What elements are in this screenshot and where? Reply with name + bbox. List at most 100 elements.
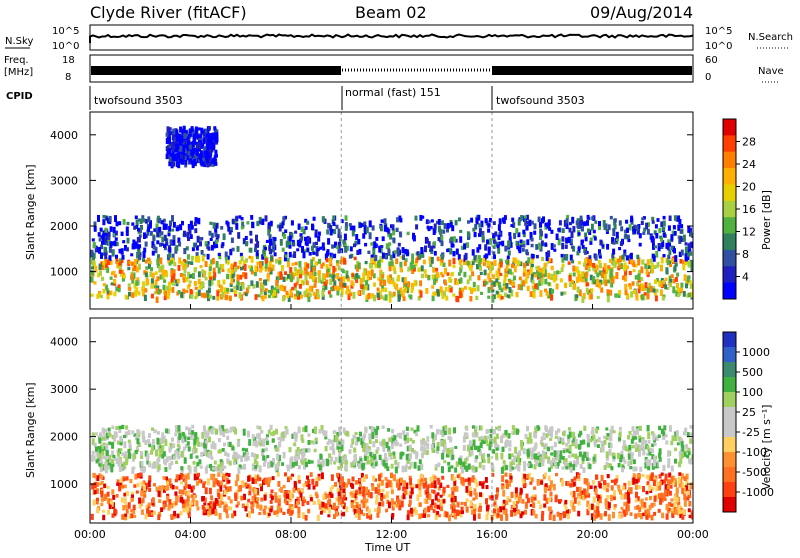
heatmap-cell	[365, 286, 368, 291]
heatmap-cell	[253, 441, 256, 446]
heatmap-cell	[115, 237, 118, 241]
heatmap-cell	[381, 480, 384, 486]
heatmap-cell	[341, 439, 344, 444]
heatmap-cell	[618, 437, 621, 440]
heatmap-cell	[414, 462, 417, 469]
heatmap-cell	[198, 143, 201, 149]
heatmap-cell	[180, 497, 183, 500]
heatmap-cell	[276, 454, 279, 461]
heatmap-cell	[399, 218, 402, 223]
heatmap-cell	[629, 431, 632, 435]
heatmap-cell	[173, 235, 176, 240]
heatmap-cell	[419, 502, 422, 507]
heatmap-cell	[386, 442, 389, 448]
heatmap-cell	[270, 425, 273, 430]
heatmap-cell	[103, 484, 106, 488]
heatmap-cell	[446, 448, 449, 454]
heatmap-cell	[461, 467, 464, 474]
heatmap-cell	[118, 485, 121, 491]
heatmap-cell	[175, 143, 178, 146]
heatmap-cell	[277, 472, 280, 476]
heatmap-cell	[220, 481, 223, 486]
heatmap-cell	[639, 243, 642, 247]
heatmap-cell	[408, 466, 411, 469]
heatmap-cell	[209, 277, 212, 280]
heatmap-cell	[534, 274, 537, 278]
heatmap-cell	[192, 486, 195, 490]
heatmap-cell	[133, 515, 136, 518]
heatmap-cell	[448, 285, 451, 288]
heatmap-cell	[98, 247, 101, 254]
heatmap-cell	[554, 442, 557, 447]
heatmap-cell	[179, 224, 182, 230]
heatmap-cell	[93, 455, 96, 460]
heatmap-cell	[505, 260, 508, 264]
heatmap-cell	[259, 278, 262, 281]
heatmap-cell	[480, 272, 483, 275]
heatmap-cell	[387, 428, 390, 432]
freq-label-line1: Freq.	[4, 55, 29, 66]
heatmap-cell	[501, 467, 504, 474]
heatmap-cell	[381, 501, 384, 507]
heatmap-cell	[510, 224, 513, 227]
heatmap-cell	[214, 162, 217, 166]
heatmap-cell	[680, 224, 683, 228]
heatmap-cell	[211, 133, 214, 138]
heatmap-cell	[576, 266, 579, 272]
heatmap-cell	[621, 255, 624, 260]
heatmap-cell	[220, 467, 223, 474]
heatmap-cell	[562, 228, 565, 233]
heatmap-cell	[333, 514, 336, 519]
heatmap-cell	[553, 515, 556, 522]
heatmap-cell	[132, 509, 135, 514]
heatmap-cell	[115, 432, 118, 438]
heatmap-cell	[105, 228, 108, 233]
heatmap-cell	[669, 216, 672, 222]
heatmap-cell	[500, 436, 503, 442]
heatmap-cell	[513, 501, 516, 508]
heatmap-cell	[265, 258, 268, 264]
heatmap-cell	[675, 277, 678, 282]
heatmap-cell	[262, 250, 265, 255]
heatmap-cell	[103, 283, 106, 286]
heatmap-cell	[367, 448, 370, 454]
heatmap-cell	[136, 491, 139, 494]
heatmap-cell	[265, 448, 268, 452]
heatmap-cell	[294, 267, 297, 271]
heatmap-cell	[196, 134, 199, 139]
heatmap-cell	[256, 281, 259, 288]
heatmap-cell	[118, 221, 121, 225]
heatmap-cell	[503, 218, 506, 224]
heatmap-cell	[167, 294, 170, 299]
heatmap-cell	[145, 272, 148, 277]
heatmap-cell	[142, 432, 145, 438]
heatmap-cell	[435, 268, 438, 272]
heatmap-cell	[681, 453, 684, 459]
heatmap-cell	[516, 241, 519, 246]
heatmap-cell	[589, 259, 592, 265]
heatmap-cell	[508, 448, 511, 452]
heatmap-cell	[384, 218, 387, 224]
heatmap-cell	[538, 243, 541, 250]
heatmap-cell	[668, 250, 671, 255]
heatmap-cell	[430, 425, 433, 429]
heatmap-cell	[329, 258, 332, 264]
heatmap-cell	[397, 250, 400, 257]
heatmap-cell	[258, 512, 261, 515]
heatmap-cell	[156, 223, 159, 227]
heatmap-cell	[252, 434, 255, 439]
heatmap-cell	[102, 261, 105, 265]
heatmap-cell	[297, 507, 300, 514]
heatmap-cell	[251, 222, 254, 228]
heatmap-cell	[193, 134, 196, 140]
heatmap-cell	[530, 291, 533, 297]
heatmap-cell	[160, 231, 163, 235]
heatmap-cell	[505, 283, 508, 289]
heatmap-cell	[427, 506, 430, 512]
heatmap-cell	[171, 438, 174, 442]
heatmap-cell	[607, 483, 610, 488]
heatmap-cell	[565, 254, 568, 261]
heatmap-cell	[488, 445, 491, 450]
heatmap-cell	[207, 246, 210, 250]
heatmap-cell	[378, 502, 381, 506]
